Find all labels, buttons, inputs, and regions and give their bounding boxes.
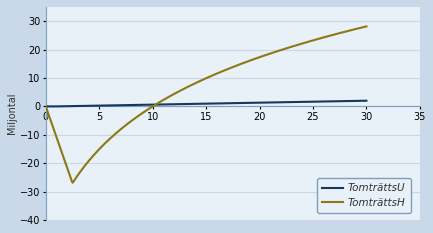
- TomträttsH: [43, 105, 48, 108]
- Legend: TomträttsU, TomträttsH: TomträttsU, TomträttsH: [317, 178, 411, 213]
- TomträttsH: [198, 79, 203, 82]
- TomträttsU: [364, 99, 369, 102]
- TomträttsH: [235, 64, 240, 67]
- TomträttsH: [307, 40, 312, 43]
- TomträttsH: [364, 25, 369, 28]
- TomträttsU: [54, 105, 59, 108]
- TomträttsU: [43, 105, 48, 108]
- TomträttsH: [357, 27, 362, 30]
- TomträttsH: [70, 181, 75, 184]
- Y-axis label: Miljontal: Miljontal: [7, 93, 17, 134]
- TomträttsH: [217, 71, 223, 74]
- TomträttsH: [196, 80, 201, 83]
- Line: TomträttsU: TomträttsU: [46, 101, 366, 106]
- Line: TomträttsH: TomträttsH: [46, 26, 366, 183]
